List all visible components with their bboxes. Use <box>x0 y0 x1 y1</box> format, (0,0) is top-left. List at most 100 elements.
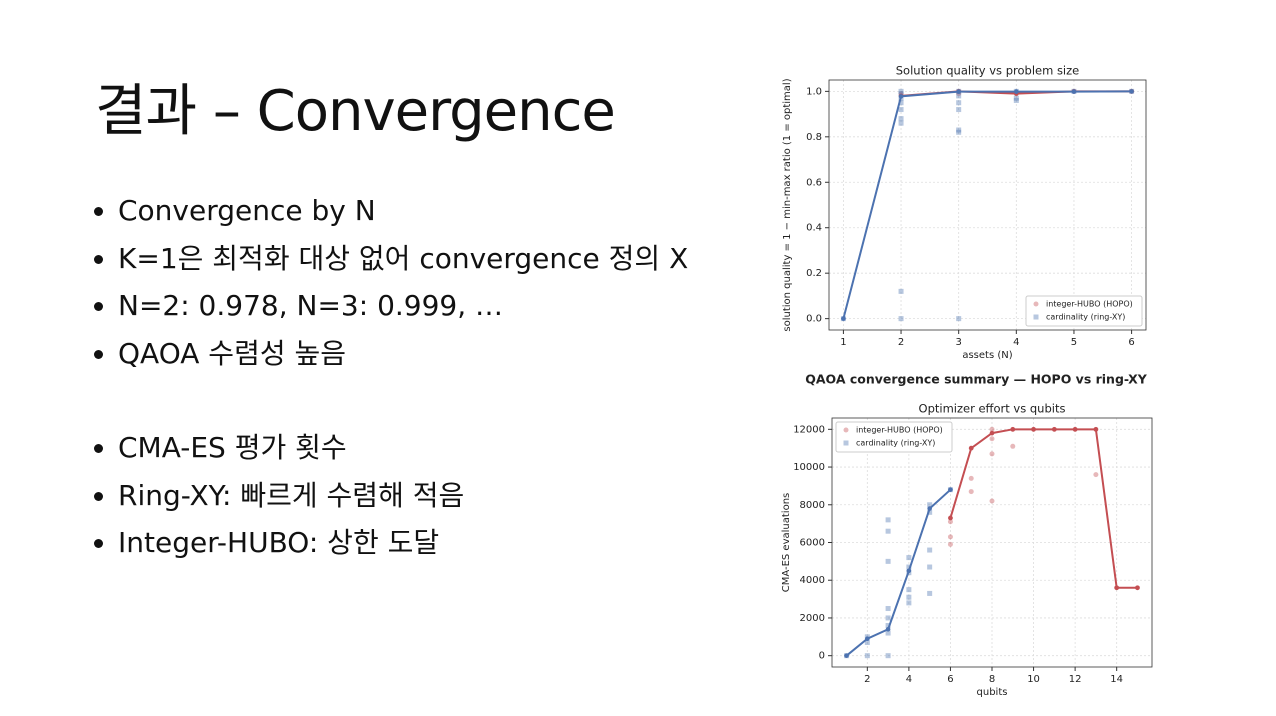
bullet: CMA-ES 평가 횟수 <box>118 424 464 472</box>
point <box>885 517 891 523</box>
y-tick-label: 1.0 <box>806 86 822 97</box>
point <box>956 127 962 133</box>
point <box>927 590 933 596</box>
point <box>947 541 953 547</box>
x-tick-label: 2 <box>864 674 870 685</box>
y-tick-label: 12000 <box>793 424 825 435</box>
point <box>885 630 891 636</box>
x-tick-label: 3 <box>955 337 961 348</box>
point <box>885 528 891 534</box>
mean-point <box>1072 427 1078 432</box>
mean-line <box>842 90 1132 319</box>
mean-point <box>948 515 953 521</box>
legend-box <box>1025 295 1143 327</box>
point <box>898 288 904 294</box>
y-axis-label: CMA-ES evaluations <box>781 493 792 593</box>
mean-point <box>1071 89 1077 94</box>
point <box>927 547 933 553</box>
x-tick-label: 4 <box>906 674 912 685</box>
mean-point <box>844 653 849 658</box>
chart-title: Optimizer effort vs qubits <box>919 402 1066 416</box>
x-tick-label: 14 <box>1110 674 1123 685</box>
y-tick-label: 6000 <box>800 538 825 549</box>
mean-line <box>845 488 952 657</box>
point <box>906 564 912 570</box>
mean-point <box>948 487 953 492</box>
point <box>989 436 995 442</box>
point <box>1013 95 1019 101</box>
mean-point <box>927 506 932 511</box>
point <box>898 107 904 113</box>
point <box>968 489 974 495</box>
y-axis-label: solution quality = 1 − min-max ratio (1 … <box>782 78 793 331</box>
mean-point <box>1014 89 1019 94</box>
point <box>956 93 962 99</box>
point <box>885 615 891 621</box>
bullet: Integer-HUBO: 상한 도달 <box>118 519 464 567</box>
point <box>885 623 891 628</box>
point <box>885 653 891 659</box>
mean-point <box>898 94 904 99</box>
point <box>906 600 912 606</box>
x-tick-label: 2 <box>898 337 904 348</box>
bullet-list: CMA-ES 평가 횟수 Ring-XY: 빠르게 수렴해 적음 Integer… <box>92 424 464 567</box>
slide-title: 결과 – Convergence <box>95 79 616 144</box>
mean-point <box>989 430 995 436</box>
point <box>906 555 912 561</box>
mean-point <box>956 89 961 94</box>
x-tick-label: 5 <box>1071 337 1077 348</box>
mean-point <box>865 636 870 642</box>
mean-point <box>1093 427 1099 432</box>
legend-label: cardinality (ring-XY) <box>1046 313 1125 322</box>
mean-point <box>968 445 974 451</box>
point <box>864 653 870 659</box>
x-tick-label: 10 <box>1027 674 1040 685</box>
legend-marker <box>843 440 849 446</box>
x-axis-label: assets (N) <box>962 350 1012 361</box>
y-tick-label: 4000 <box>800 575 825 586</box>
mean-point <box>1031 427 1036 432</box>
x-tick-label: 6 <box>947 674 953 685</box>
point <box>906 594 912 600</box>
mean-point <box>1135 585 1140 591</box>
x-tick-label: 6 <box>1128 337 1134 348</box>
mean-point <box>906 568 912 574</box>
point <box>968 475 974 481</box>
point <box>906 587 912 593</box>
point <box>927 564 933 570</box>
point <box>898 88 904 94</box>
mean-line <box>949 428 1138 589</box>
y-tick-label: 8000 <box>800 500 825 511</box>
point <box>898 316 904 322</box>
point <box>956 107 962 113</box>
point <box>898 116 904 122</box>
point <box>956 100 962 106</box>
mean-point <box>1052 427 1057 432</box>
point <box>1093 472 1099 478</box>
bullet: N=2: 0.978, N=3: 0.999, … <box>118 282 688 330</box>
point <box>898 120 904 126</box>
legend-box <box>835 421 953 453</box>
y-tick-label: 2000 <box>800 613 825 624</box>
plot-frame <box>828 79 1147 331</box>
legend-marker <box>1033 301 1039 307</box>
point <box>898 100 904 106</box>
x-tick-label: 12 <box>1069 674 1082 685</box>
y-tick-label: 0.4 <box>806 223 822 234</box>
mean-point <box>885 626 891 632</box>
x-axis-label: qubits <box>977 687 1008 698</box>
point <box>1010 443 1016 449</box>
point <box>956 316 962 322</box>
legend-marker <box>843 427 849 433</box>
x-tick-label: 4 <box>1013 337 1019 348</box>
legend-label: integer-HUBO (HOPO) <box>1046 300 1133 309</box>
y-tick-label: 0.0 <box>806 314 822 325</box>
point <box>989 426 995 432</box>
x-tick-label: 8 <box>989 674 995 685</box>
bullet: K=1은 최적화 대상 없어 convergence 정의 X <box>118 235 688 283</box>
y-tick-label: 10000 <box>793 462 825 473</box>
y-tick-label: 0.2 <box>806 268 822 279</box>
legend-label: cardinality (ring-XY) <box>856 439 935 448</box>
